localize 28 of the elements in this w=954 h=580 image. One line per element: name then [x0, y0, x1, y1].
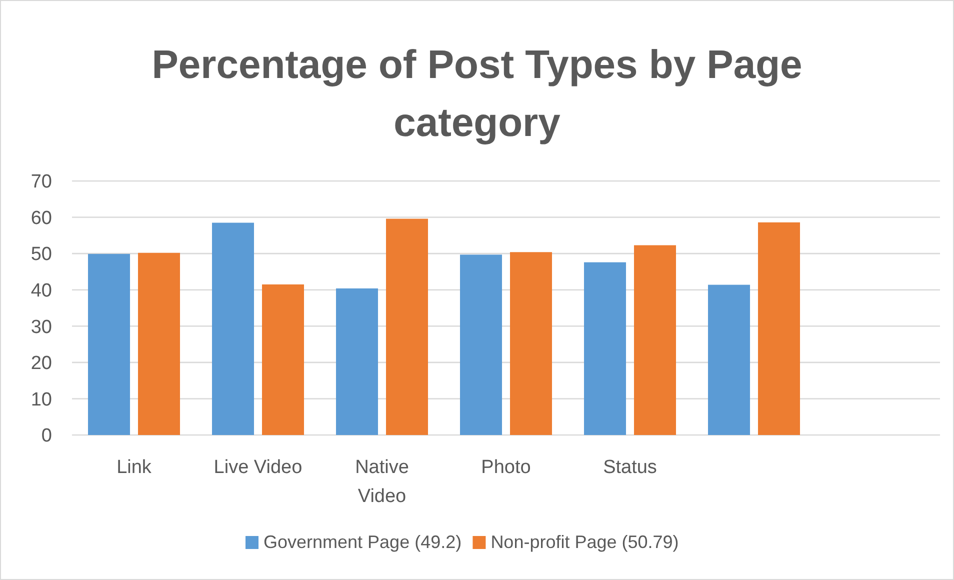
bar	[138, 252, 180, 435]
bar	[708, 284, 750, 435]
y-tick-label: 20	[30, 353, 52, 374]
y-tick-label: 40	[30, 280, 52, 302]
bar	[460, 254, 502, 435]
legend-label: Non-profit Page (50.79)	[490, 532, 679, 552]
y-tick-label: 30	[30, 316, 52, 338]
bar	[386, 218, 428, 435]
y-tick-label: 10	[30, 389, 52, 410]
bar	[336, 288, 378, 435]
legend-label: Government Page (49.2)	[264, 532, 462, 552]
y-tick-label: 0	[41, 426, 52, 447]
y-tick-label: 50	[30, 244, 52, 266]
chart-title: Percentage of Post Types by Page category	[152, 43, 802, 145]
x-tick-label: Native Video	[355, 457, 409, 507]
bar	[262, 284, 304, 435]
y-tick-label: 70	[30, 172, 52, 193]
x-tick-label: Photo	[481, 457, 531, 478]
bar	[584, 262, 626, 435]
bar	[634, 245, 676, 435]
x-tick-label: Link	[116, 457, 152, 478]
bar	[88, 254, 130, 435]
x-tick-label: Status	[603, 457, 657, 478]
bar	[212, 222, 254, 435]
bar	[758, 222, 800, 435]
bar	[510, 252, 552, 435]
y-tick-label: 60	[30, 208, 52, 229]
x-tick-label: Live Video	[214, 457, 302, 478]
